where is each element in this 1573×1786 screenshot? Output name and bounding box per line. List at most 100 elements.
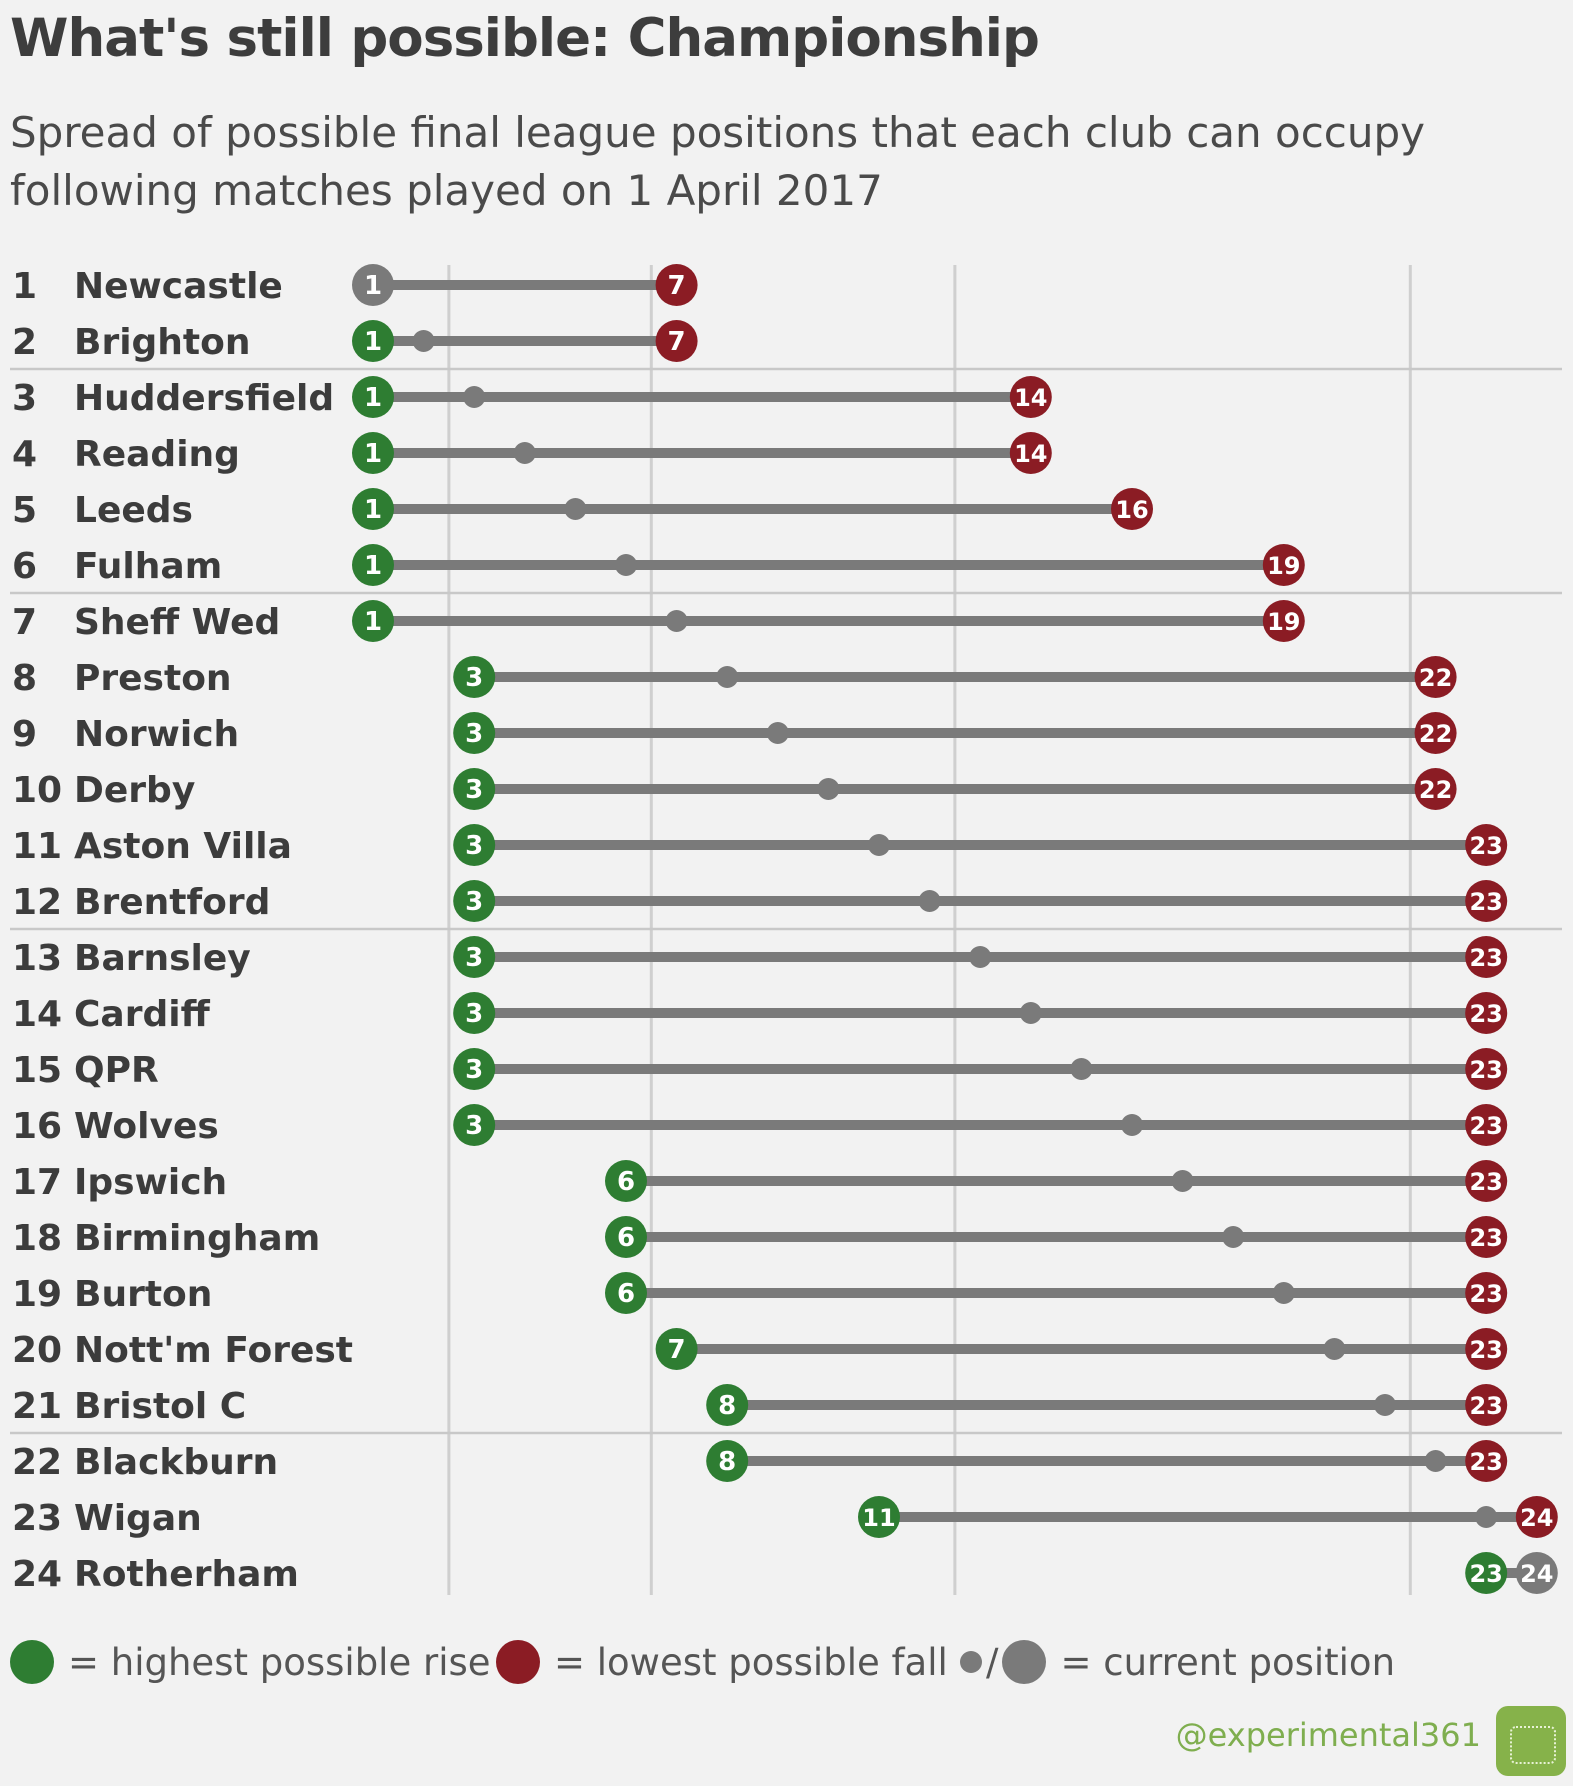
- worst-position-label: 23: [1469, 1448, 1502, 1476]
- legend-current-label: = current position: [1060, 1640, 1396, 1684]
- best-position-marker: [352, 432, 394, 474]
- best-position-label: 3: [465, 1055, 483, 1085]
- best-position-marker: [605, 1216, 647, 1258]
- legend-fall: = lowest possible fall: [496, 1636, 948, 1688]
- best-position-label: 8: [718, 1391, 736, 1421]
- best-position-marker: [352, 600, 394, 642]
- rank-label: 7: [12, 602, 37, 643]
- best-position-label: 6: [617, 1279, 635, 1309]
- worst-position-label: 23: [1469, 888, 1502, 916]
- rank-label: 13: [12, 938, 62, 979]
- club-label: Wigan: [74, 1498, 202, 1539]
- worst-position-marker: [1465, 880, 1508, 922]
- current-position-marker: [918, 890, 941, 912]
- current-position-marker: [412, 330, 435, 352]
- pitch-logo-icon: [1496, 1706, 1566, 1776]
- legend-rise-label: = highest possible rise: [68, 1640, 491, 1684]
- best-position-label: 3: [465, 775, 483, 805]
- current-position-marker: [817, 778, 840, 800]
- current-position-marker: [1323, 1338, 1346, 1360]
- rank-label: 23: [12, 1498, 62, 1539]
- table-row: 17 Ipswich 6 23: [12, 1160, 1508, 1203]
- legend-fall-label: = lowest possible fall: [554, 1640, 948, 1684]
- current-position-marker: [969, 946, 992, 968]
- best-position-label: 23: [1469, 1560, 1502, 1588]
- worst-position-marker: [1465, 1272, 1508, 1314]
- best-position-label: 7: [668, 1335, 686, 1365]
- best-position-label: 3: [465, 887, 483, 917]
- worst-position-label: 23: [1469, 832, 1502, 860]
- current-position-marker: [1070, 1058, 1093, 1080]
- worst-position-label: 23: [1469, 1056, 1502, 1084]
- rank-label: 4: [12, 434, 37, 475]
- best-position-marker: [352, 488, 394, 530]
- table-row: 4 Reading 1 14: [12, 432, 1052, 475]
- table-row: 20 Nott'm Forest 7 23: [12, 1328, 1508, 1371]
- club-label: Norwich: [74, 714, 239, 755]
- club-label: Derby: [74, 770, 195, 811]
- worst-position-label: 24: [1520, 1560, 1553, 1588]
- rows-layer: 1 Newcastle 1 72 Brighton 1 73 Huddersfield 1 144…: [12, 264, 1558, 1595]
- club-label: Leeds: [74, 490, 193, 531]
- worst-position-label: 7: [668, 271, 686, 301]
- table-row: 24 Rotherham 23 24: [12, 1552, 1558, 1595]
- worst-position-marker: [1009, 376, 1052, 418]
- table-row: 7 Sheff Wed 1 19: [12, 600, 1305, 643]
- best-position-label: 3: [465, 1111, 483, 1141]
- table-row: 23 Wigan 11 24: [12, 1496, 1558, 1539]
- rank-label: 8: [12, 658, 37, 699]
- best-position-label: 3: [465, 663, 483, 693]
- best-position-marker: [453, 880, 496, 922]
- best-position-marker: [352, 544, 394, 586]
- club-label: Huddersfield: [74, 378, 334, 419]
- best-position-label: 3: [465, 943, 483, 973]
- worst-position-marker: [1465, 1328, 1508, 1370]
- best-position-marker: [605, 1160, 647, 1202]
- worst-position-label: 23: [1469, 1336, 1502, 1364]
- worst-position-label: 22: [1419, 776, 1452, 804]
- best-position-marker: [453, 1104, 496, 1146]
- chart-subtitle: Spread of possible final league position…: [10, 108, 1426, 215]
- club-label: Ipswich: [74, 1162, 227, 1203]
- worst-position-marker: [1465, 1384, 1508, 1426]
- worst-position-label: 16: [1115, 496, 1148, 524]
- worst-position-label: 19: [1267, 552, 1300, 580]
- worst-position-marker: [655, 264, 698, 306]
- table-row: 18 Birmingham 6 23: [12, 1216, 1508, 1259]
- rank-label: 14: [12, 994, 62, 1035]
- best-position-marker: [453, 824, 496, 866]
- current-position-marker: [1374, 1394, 1396, 1416]
- worst-position-marker: [1465, 936, 1508, 978]
- club-label: Burton: [74, 1274, 212, 1315]
- worst-position-marker: [1465, 824, 1508, 866]
- club-label: Brentford: [74, 882, 270, 923]
- current-small-swatch-icon: [960, 1651, 982, 1673]
- worst-position-marker: [1515, 1496, 1558, 1538]
- current-position-marker: [868, 834, 890, 856]
- worst-position-label: 23: [1469, 1168, 1502, 1196]
- club-label: Aston Villa: [74, 826, 292, 867]
- rank-label: 24: [12, 1554, 62, 1595]
- best-position-label: 1: [364, 383, 382, 413]
- club-label: Sheff Wed: [74, 602, 280, 643]
- fall-swatch-icon: [496, 1640, 540, 1684]
- rank-label: 6: [12, 546, 37, 587]
- current-position-marker: [1475, 1506, 1498, 1528]
- table-row: 14 Cardiff 3 23: [12, 992, 1508, 1035]
- rank-label: 16: [12, 1106, 62, 1147]
- best-position-marker: [706, 1384, 749, 1426]
- credit-handle[interactable]: @experimental361: [1175, 1716, 1481, 1754]
- best-position-label: 3: [465, 831, 483, 861]
- table-row: 19 Burton 6 23: [12, 1272, 1508, 1315]
- worst-position-label: 23: [1469, 1392, 1502, 1420]
- best-position-marker: [453, 1048, 496, 1090]
- club-label: Birmingham: [74, 1218, 320, 1259]
- worst-position-marker: [1465, 992, 1508, 1034]
- worst-position-label: 23: [1469, 1112, 1502, 1140]
- best-position-label: 1: [364, 439, 382, 469]
- worst-position-marker: [1262, 544, 1305, 586]
- best-position-label: 3: [465, 999, 483, 1029]
- legend-current: / = current position: [960, 1636, 1395, 1688]
- best-position-marker: [352, 376, 394, 418]
- worst-position-marker: [1465, 1216, 1508, 1258]
